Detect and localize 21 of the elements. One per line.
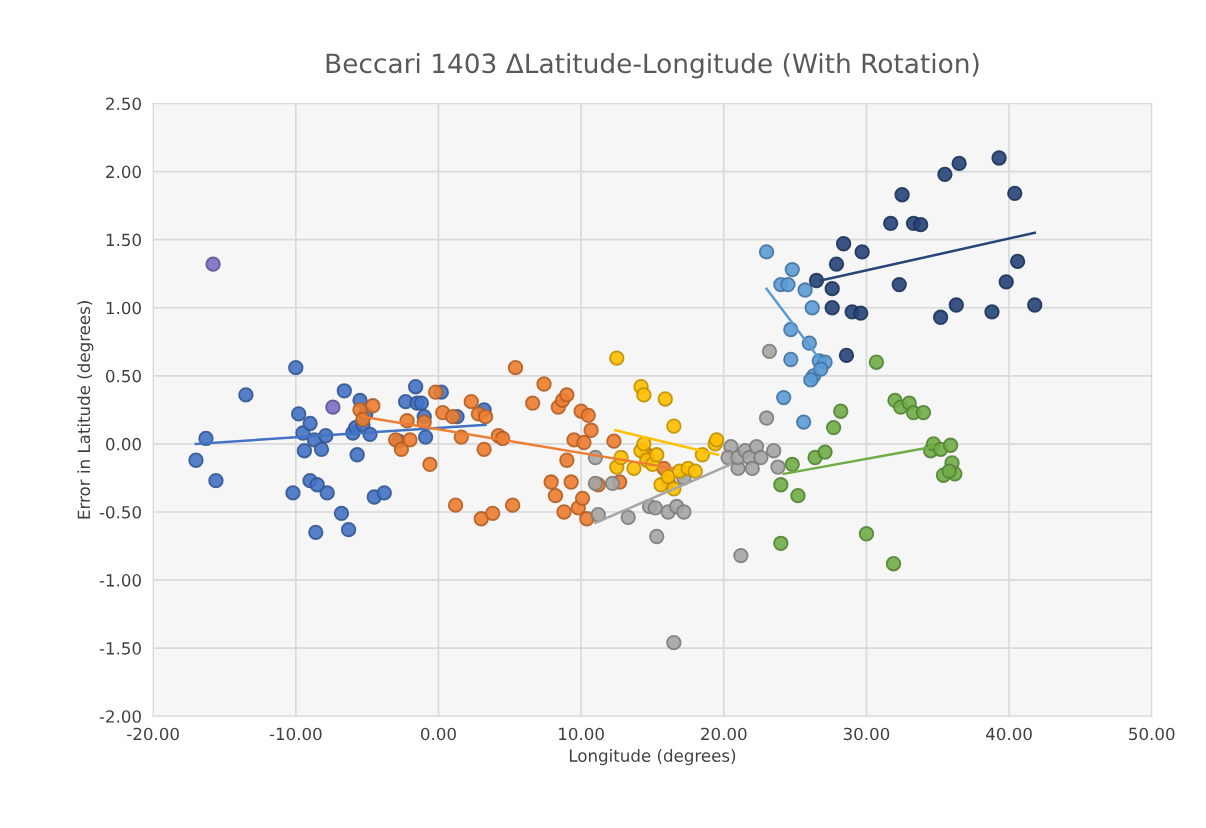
x-tick-label: 0.00 — [421, 727, 456, 741]
y-tick-label: 1.00 — [106, 301, 141, 315]
x-tick-label: 10.00 — [559, 727, 604, 741]
y-axis-title: Error in Latitude (degrees) — [77, 301, 94, 519]
y-tick-label: -1.50 — [99, 642, 141, 655]
x-tick-label: -20.00 — [127, 727, 179, 741]
x-tick-label: -10.00 — [269, 727, 322, 741]
y-tick-label: 2.00 — [106, 165, 141, 179]
chart-title: Beccari 1403 ΔLatitude-Longitude (With Rotation) — [326, 52, 979, 79]
y-tick-label: 0.00 — [106, 437, 141, 451]
x-axis-title: Longitude (degrees) — [569, 749, 736, 766]
y-tick-label: 2.50 — [106, 97, 141, 111]
y-tick-label: -1.00 — [99, 574, 141, 587]
x-tick-label: 40.00 — [986, 727, 1032, 741]
y-tick-label: 0.50 — [106, 369, 141, 383]
x-tick-label: 50.00 — [1129, 727, 1175, 741]
y-tick-label: -0.50 — [99, 505, 141, 519]
x-tick-label: 20.00 — [701, 727, 747, 741]
x-tick-label: 30.00 — [843, 727, 890, 741]
y-tick-label: 1.50 — [106, 233, 141, 247]
y-tick-label: -2.00 — [99, 710, 141, 723]
